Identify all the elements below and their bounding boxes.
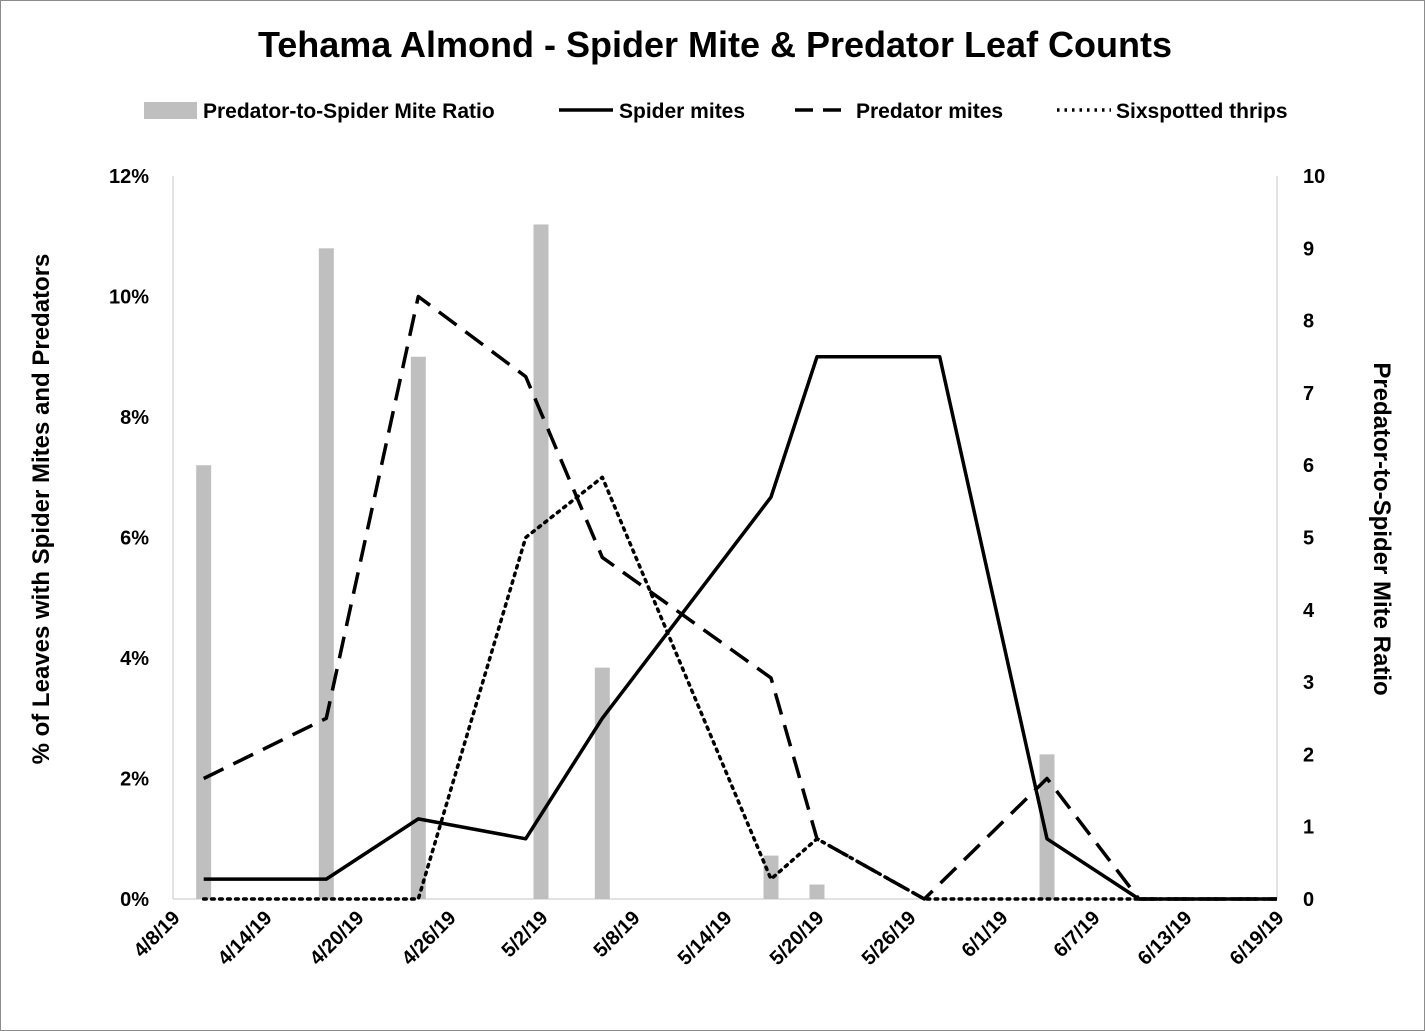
chart-title: Tehama Almond - Spider Mite & Predator L… — [258, 24, 1172, 65]
left-tick-label: 6% — [120, 528, 149, 550]
ratio-bar — [594, 667, 610, 899]
x-tick-label: 4/8/19 — [130, 907, 185, 962]
legend-label-spider-mites: Spider mites — [619, 100, 745, 123]
right-tick-label: 8 — [1303, 311, 1314, 333]
right-axis-ticks: 0 1 2 3 4 5 6 7 8 9 10 — [1303, 166, 1325, 911]
left-axis-title: % of Leaves with Spider Mites and Predat… — [28, 254, 55, 765]
x-tick-label: 5/26/19 — [858, 907, 921, 970]
chart-axes — [172, 176, 1278, 900]
right-tick-label: 9 — [1303, 238, 1314, 260]
right-axis-title: Predator-to-Spider Mite Ratio — [1368, 362, 1395, 695]
right-tick-label: 7 — [1303, 383, 1314, 405]
left-tick-label: 8% — [120, 407, 149, 429]
ratio-bars — [196, 224, 1055, 900]
left-tick-label: 12% — [109, 166, 149, 188]
left-axis-ticks: 0% 2% 4% 6% 8% 10% 12% — [109, 166, 149, 911]
ratio-bar — [1039, 754, 1055, 899]
x-tick-label: 5/2/19 — [498, 907, 553, 962]
left-tick-label: 2% — [120, 769, 149, 791]
x-tick-label: 6/7/19 — [1050, 907, 1105, 962]
left-tick-label: 10% — [109, 287, 149, 309]
legend-swatch-ratio — [144, 102, 197, 119]
series-line-sixspotted-thrips — [201, 475, 1279, 901]
x-tick-label: 5/14/19 — [674, 907, 737, 970]
right-tick-label: 1 — [1303, 817, 1314, 839]
series-line-predator-mites — [202, 294, 1277, 901]
left-tick-label: 4% — [120, 648, 149, 670]
ratio-bar — [318, 248, 334, 900]
series-line-spider-mites — [203, 355, 1277, 901]
right-tick-label: 6 — [1303, 455, 1314, 477]
ratio-bar — [533, 224, 549, 900]
right-tick-label: 2 — [1303, 744, 1314, 766]
legend-label-predator-mites: Predator mites — [856, 100, 1003, 123]
right-tick-label: 4 — [1303, 600, 1315, 622]
right-tick-label: 5 — [1303, 528, 1314, 550]
x-tick-label: 4/26/19 — [398, 907, 461, 970]
left-tick-label: 0% — [120, 889, 149, 911]
x-tick-label: 5/20/19 — [766, 907, 829, 970]
x-tick-label: 4/20/19 — [306, 907, 369, 970]
x-tick-label: 6/13/19 — [1134, 907, 1197, 970]
legend-label-ratio: Predator-to-Spider Mite Ratio — [203, 100, 495, 123]
x-tick-label: 5/8/19 — [590, 907, 645, 962]
series-lines — [201, 294, 1279, 901]
legend-label-sixspotted-thrips: Sixspotted thrips — [1116, 100, 1288, 123]
ratio-bar — [410, 356, 426, 899]
chart-legend: Predator-to-Spider Mite Ratio Spider mit… — [144, 100, 1288, 123]
right-tick-label: 0 — [1303, 889, 1314, 911]
right-tick-label: 10 — [1303, 166, 1325, 188]
x-tick-label: 6/19/19 — [1226, 907, 1289, 970]
right-tick-label: 3 — [1303, 672, 1314, 694]
x-tick-label: 6/1/19 — [958, 907, 1013, 962]
ratio-bar — [809, 884, 825, 899]
x-tick-label: 4/14/19 — [214, 907, 277, 970]
x-axis-ticks: 4/8/19 4/14/19 4/20/19 4/26/19 5/2/19 5/8/19 5… — [130, 907, 1289, 970]
ratio-bar — [196, 465, 212, 899]
